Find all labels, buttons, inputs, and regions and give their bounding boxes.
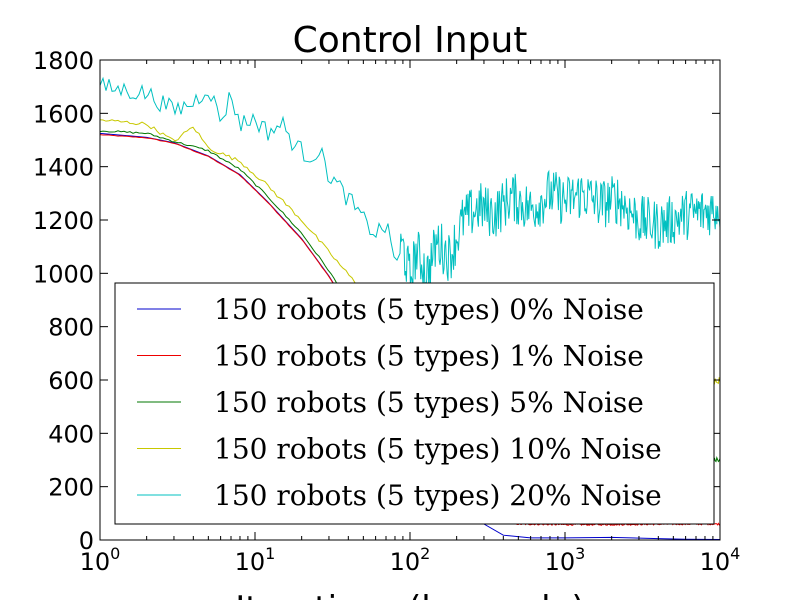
x-tick-label: 103	[545, 544, 586, 576]
x-tick-exponent: 0	[110, 544, 120, 563]
x-tick-label: 100	[80, 544, 121, 576]
legend-label-4: 150 robots (5 types) 20% Noise	[214, 479, 662, 512]
legend-box	[114, 282, 715, 525]
legend: 150 robots (5 types) 0% Noise 150 robots …	[114, 282, 715, 525]
x-tick-exponent: 2	[420, 544, 430, 563]
x-tick-base: 10	[390, 548, 421, 576]
x-tick-base: 10	[80, 548, 111, 576]
chart-title: Control Input	[293, 20, 528, 61]
x-tick-base: 10	[235, 548, 266, 576]
legend-label-1: 150 robots (5 types) 1% Noise	[214, 340, 644, 373]
legend-label-3: 150 robots (5 types) 10% Noise	[214, 433, 662, 466]
x-tick-label: 102	[390, 544, 431, 576]
y-tick-label: 0	[79, 527, 94, 555]
y-tick-label: 1200	[33, 207, 94, 235]
series-line-4	[100, 76, 720, 292]
x-tick-label: 101	[235, 544, 276, 576]
x-tick-exponent: 3	[575, 544, 585, 563]
x-tick-label: 104	[700, 544, 741, 576]
x-axis-label: Iterations (log scale)	[235, 589, 585, 600]
y-tick-label: 1400	[33, 154, 94, 182]
x-tick-base: 10	[700, 548, 731, 576]
y-tick-label: 800	[48, 314, 94, 342]
x-tick-base: 10	[545, 548, 576, 576]
y-tick-label: 1800	[33, 47, 94, 75]
legend-label-2: 150 robots (5 types) 5% Noise	[214, 386, 644, 419]
x-tick-exponent: 1	[265, 544, 275, 563]
legend-label-0: 150 robots (5 types) 0% Noise	[214, 293, 644, 326]
x-tick-exponent: 4	[730, 544, 740, 563]
y-tick-label: 1600	[33, 100, 94, 128]
y-tick-label: 400	[48, 420, 94, 448]
y-tick-label: 600	[48, 367, 94, 395]
y-tick-label: 200	[48, 474, 94, 502]
y-tick-label: 1000	[33, 260, 94, 288]
